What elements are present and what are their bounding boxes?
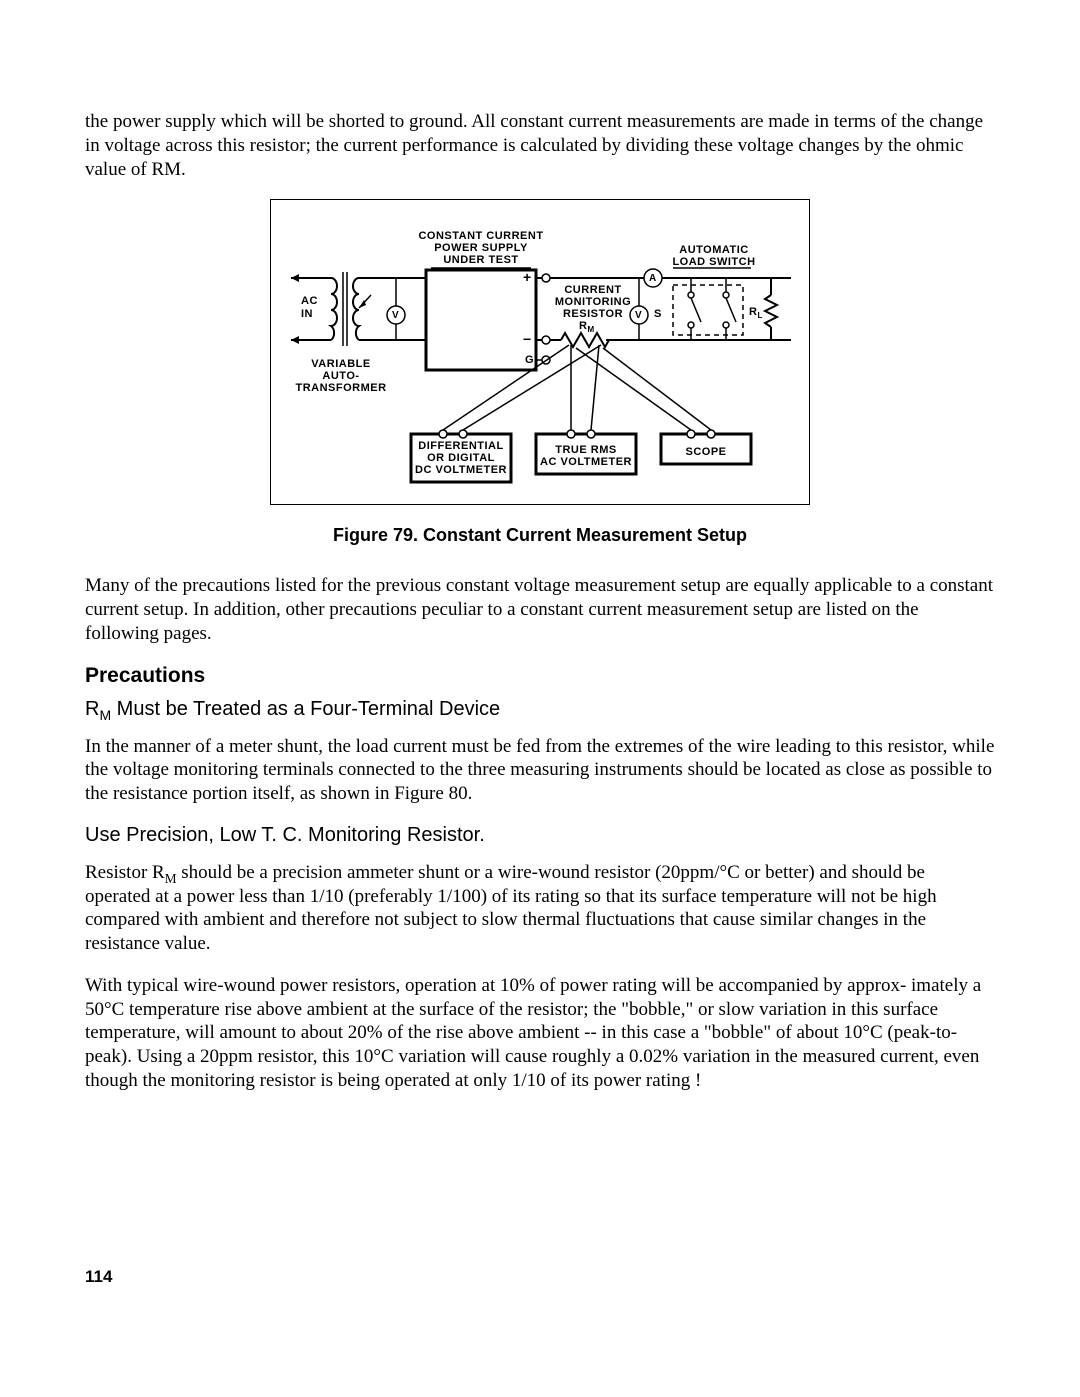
para-four-terminal: In the manner of a meter shunt, the load…	[85, 735, 995, 806]
label-rm: RM	[579, 320, 595, 335]
label-var1: VARIABLE	[291, 358, 391, 370]
label-v2: V	[635, 310, 642, 321]
para-after-figure: Many of the precautions listed for the p…	[85, 574, 995, 645]
page-content: the power supply which will be shorted t…	[0, 0, 1080, 1093]
label-cur3: RESISTOR	[553, 308, 633, 320]
label-a: A	[649, 273, 657, 284]
para-precision-2: With typical wire-wound power resistors,…	[85, 974, 995, 1093]
label-g: G	[525, 354, 534, 366]
subheading-four-terminal: RM Must be Treated as a Four-Terminal De…	[85, 698, 995, 721]
label-title1: CONSTANT CURRENT	[411, 230, 551, 242]
label-diff3: DC VOLTMETER	[411, 464, 511, 476]
label-title2: POWER SUPPLY	[411, 242, 551, 254]
label-rl: RL	[749, 306, 763, 321]
intro-paragraph: the power supply which will be shorted t…	[85, 110, 995, 181]
heading-precautions: Precautions	[85, 664, 995, 688]
subheading-precision-resistor: Use Precision, Low T. C. Monitoring Resi…	[85, 824, 995, 847]
label-rms1: TRUE RMS	[536, 444, 636, 456]
label-auto1: AUTOMATIC	[669, 244, 759, 256]
label-var2: AUTO-	[291, 370, 391, 382]
label-rms2: AC VOLTMETER	[536, 456, 636, 468]
label-plus: +	[523, 270, 532, 285]
label-title3: UNDER TEST	[411, 254, 551, 266]
label-s: S	[654, 308, 662, 320]
label-diff1: DIFFERENTIAL	[411, 440, 511, 452]
label-cur1: CURRENT	[553, 284, 633, 296]
label-scope: SCOPE	[661, 446, 751, 458]
label-cur2: MONITORING	[553, 296, 633, 308]
label-v1: V	[392, 310, 399, 321]
para-precision-1: Resistor RM should be a precision ammete…	[85, 861, 995, 956]
label-ac: AC	[301, 295, 318, 307]
label-var3: TRANSFORMER	[291, 382, 391, 394]
label-diff2: OR DIGITAL	[411, 452, 511, 464]
label-minus: −	[523, 332, 532, 347]
label-auto2: LOAD SWITCH	[669, 256, 759, 268]
page-number: 114	[85, 1267, 112, 1287]
figure-79-diagram: CONSTANT CURRENT POWER SUPPLY UNDER TEST…	[270, 199, 810, 505]
figure-caption: Figure 79. Constant Current Measurement …	[85, 525, 995, 546]
label-in: IN	[301, 308, 313, 320]
